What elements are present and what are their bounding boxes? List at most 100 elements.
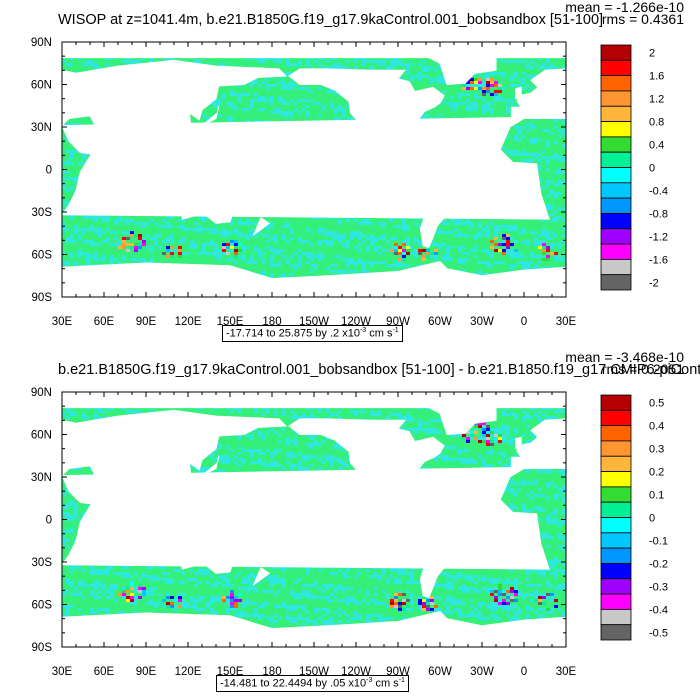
colorbar-cell xyxy=(600,121,632,138)
map-plot: 30E 60E 90E 120E 150E 180 150W 120W 90W 60W 30W 0 30… xyxy=(31,387,668,678)
colorbar-label: 0.2 xyxy=(649,467,664,479)
x-tick-label: 30E xyxy=(52,316,73,328)
range-text: -14.481 to 22.4494 by .05 x10 xyxy=(220,678,366,690)
stats-block: mean = -1.266e-10 rms = 0.4361 xyxy=(565,0,684,30)
colorbar-cell xyxy=(600,547,632,564)
x-tick-label: 90E xyxy=(136,316,157,328)
colorbar-label: -0.1 xyxy=(649,535,668,547)
x-tick-label: 60W xyxy=(428,666,452,678)
colorbar-cell xyxy=(600,90,632,107)
map-title: WISOP at z=1041.4m, b.e21.B1850G.f19_g17… xyxy=(58,12,603,28)
colorbar-label: -2 xyxy=(649,277,659,289)
colorbar-label: 0.1 xyxy=(649,490,664,502)
colorbar-cell xyxy=(600,578,632,595)
contour-range-label: -17.714 to 25.875 by .2 x10-3 cm s-1 xyxy=(222,325,403,342)
y-tick-label: 90S xyxy=(32,642,53,654)
colorbar-label: 1.2 xyxy=(649,94,664,106)
x-tick-label: 60W xyxy=(428,316,452,328)
colorbar-label: -0.4 xyxy=(649,185,668,197)
range-unit: cm s xyxy=(366,328,392,340)
colorbar-label: 0.4 xyxy=(649,421,664,433)
colorbar-cell xyxy=(600,409,632,427)
x-tick-label: 30E xyxy=(556,666,577,678)
colorbar-cell xyxy=(600,136,632,153)
x-tick-label: 60E xyxy=(94,316,115,328)
mean-value: mean = -1.266e-10 xyxy=(565,0,684,15)
contour-range-label: -14.481 to 22.4494 by .05 x10-3 cm s-1 xyxy=(216,675,409,692)
rms-value: rms = 0.4361 xyxy=(565,12,684,27)
colorbar-cell xyxy=(600,243,632,260)
range-exponent: -3 xyxy=(360,327,366,334)
colorbar-label: -0.3 xyxy=(649,581,668,593)
colorbar-label: 0 xyxy=(649,513,655,525)
colorbar-cell xyxy=(600,151,632,168)
y-tick-label: 30N xyxy=(31,122,52,134)
colorbar-cell xyxy=(600,425,632,442)
colorbar-cell xyxy=(600,213,632,230)
x-tick-label: 30W xyxy=(470,666,494,678)
colorbar-cell xyxy=(600,59,632,77)
colorbar-cell xyxy=(600,228,632,245)
y-tick-label: 30S xyxy=(32,557,53,569)
colorbar-label: 2 xyxy=(649,48,655,60)
colorbar-label: -0.8 xyxy=(649,208,668,220)
colorbar-cell xyxy=(600,563,632,580)
colorbar-label: 0.3 xyxy=(649,444,664,456)
colorbar-cell xyxy=(600,455,632,472)
colorbar-cell xyxy=(600,197,632,214)
map-title: b.e21.B1850G.f19_g17.9kaControl.001_bobs… xyxy=(58,362,700,378)
colorbar-cell xyxy=(600,167,632,184)
colorbar-cell xyxy=(600,517,632,534)
colorbar-cell xyxy=(600,440,632,457)
colorbar-label: -0.2 xyxy=(649,558,668,570)
colorbar-cell xyxy=(600,258,632,276)
range-exponent: -3 xyxy=(366,677,372,684)
colorbar-cell xyxy=(600,105,632,122)
x-tick-label: 90E xyxy=(136,666,157,678)
x-tick-label: 30E xyxy=(52,666,73,678)
colorbar-label: 0 xyxy=(649,163,655,175)
colorbar-cell xyxy=(600,274,632,291)
map-plot: 30E 60E 90E 120E 150E 180 150W 120W 90W 60W 30W 0 30… xyxy=(31,37,668,328)
x-tick-label: 120E xyxy=(175,316,202,328)
x-tick-label: 120E xyxy=(175,666,202,678)
colorbar-cell xyxy=(600,608,632,626)
colorbar-label: -1.6 xyxy=(649,254,668,266)
y-tick-label: 30N xyxy=(31,472,52,484)
y-tick-label: 30S xyxy=(32,207,53,219)
y-tick-label: 60N xyxy=(31,430,52,442)
colorbar-cell xyxy=(600,394,632,411)
colorbar-label: 1.6 xyxy=(649,71,664,83)
colorbar-label: 0.5 xyxy=(649,398,664,410)
colorbar-label: 0.8 xyxy=(649,117,664,129)
colorbar-cell xyxy=(600,624,632,641)
x-tick-label: 30E xyxy=(556,316,577,328)
colorbar-cell xyxy=(600,501,632,518)
colorbar-label: -1.2 xyxy=(649,231,668,243)
y-tick-label: 90S xyxy=(32,292,53,304)
colorbar-label: 0.4 xyxy=(649,140,664,152)
range-unit-exponent: -1 xyxy=(392,327,398,334)
colorbar-cell xyxy=(600,593,632,610)
stats-block: mean = -3.468e-10 rms = 0.2051 xyxy=(565,350,684,380)
range-unit-exponent: -1 xyxy=(399,677,405,684)
y-tick-label: 60S xyxy=(32,250,53,262)
x-tick-label: 0 xyxy=(521,316,527,328)
y-tick-label: 90N xyxy=(31,37,52,49)
mean-value: mean = -3.468e-10 xyxy=(565,350,684,365)
top-map-panel: WISOP at z=1041.4m, b.e21.B1850G.f19_g17… xyxy=(31,0,684,342)
colorbar-cell xyxy=(600,532,632,549)
y-tick-label: 0 xyxy=(46,515,52,527)
colorbar-cell xyxy=(600,75,632,92)
y-tick-label: 0 xyxy=(46,165,52,177)
colorbar-cell xyxy=(600,471,632,488)
x-tick-label: 0 xyxy=(521,666,527,678)
y-tick-label: 90N xyxy=(31,387,52,399)
y-tick-label: 60S xyxy=(32,600,53,612)
colorbar-cell xyxy=(600,486,632,503)
x-tick-label: 30W xyxy=(470,316,494,328)
rms-value: rms = 0.2051 xyxy=(565,362,684,377)
range-unit: cm s xyxy=(372,678,398,690)
x-tick-label: 60E xyxy=(94,666,115,678)
colorbar-label: -0.4 xyxy=(649,604,668,616)
